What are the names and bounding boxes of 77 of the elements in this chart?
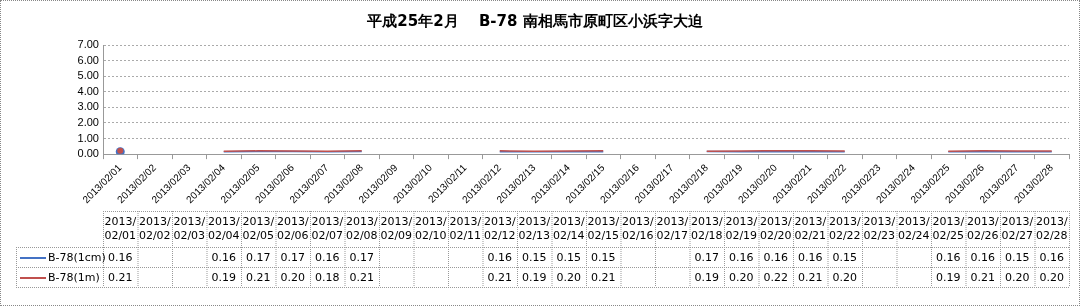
- category-label: 2013/02/12: [483, 214, 516, 242]
- y-tick-label: 3.00: [77, 100, 99, 113]
- category-label: 2013/02/06: [276, 214, 309, 242]
- category-label: 2013/02/28: [1035, 214, 1068, 242]
- data-label: 0.21: [246, 270, 271, 284]
- data-label: 0.21: [108, 270, 133, 284]
- data-label: 0.19: [522, 270, 547, 284]
- y-tick-label: 0.00: [77, 147, 99, 160]
- category-label: 2013/02/20: [759, 214, 792, 242]
- data-label: 0.20: [729, 270, 754, 284]
- data-label: 0.17: [246, 250, 271, 264]
- data-label: 0.16: [487, 250, 512, 264]
- data-label: 0.20: [1039, 270, 1064, 284]
- data-label: 0.16: [1039, 250, 1064, 264]
- category-label: 2013/02/09: [380, 214, 413, 242]
- category-label: 2013/02/08: [345, 214, 378, 242]
- data-label: 0.21: [970, 270, 995, 284]
- category-label: 2013/02/25: [932, 214, 965, 242]
- data-label: 0.17: [280, 250, 305, 264]
- data-label: 0.15: [591, 250, 616, 264]
- category-label: 2013/02/10: [414, 214, 447, 242]
- category-label: 2013/02/11: [449, 214, 482, 242]
- y-tick-label: 2.00: [77, 115, 99, 128]
- legend-label: B-78(1m): [48, 270, 100, 284]
- data-label: 0.21: [349, 270, 374, 284]
- data-label: 0.20: [556, 270, 581, 284]
- category-label: 2013/02/16: [621, 214, 654, 242]
- y-tick-label: 6.00: [77, 53, 99, 66]
- category-label: 2013/02/03: [173, 214, 206, 242]
- category-label: 2013/02/22: [828, 214, 861, 242]
- data-label: 0.16: [108, 250, 133, 264]
- data-label: 0.21: [487, 270, 512, 284]
- data-label: 0.18: [315, 270, 340, 284]
- category-label: 2013/02/27: [1001, 214, 1034, 242]
- data-label: 0.17: [349, 250, 374, 264]
- data-label: 0.16: [211, 250, 236, 264]
- data-label: 0.20: [1005, 270, 1030, 284]
- category-label: 2013/02/07: [311, 214, 344, 242]
- category-label: 2013/02/13: [518, 214, 551, 242]
- data-label: 0.15: [522, 250, 547, 264]
- category-label: 2013/02/04: [207, 214, 240, 242]
- chart-title: 平成25年2月 B-78 南相馬市原町区小浜字大迫: [366, 11, 704, 30]
- category-label: 2013/02/14: [552, 214, 585, 242]
- category-label: 2013/02/02: [138, 214, 171, 242]
- legend-label: B-78(1cm): [48, 250, 106, 264]
- category-label: 2013/02/21: [794, 214, 827, 242]
- data-label: 0.22: [763, 270, 788, 284]
- y-tick-label: 4.00: [77, 84, 99, 97]
- category-label: 2013/02/01: [104, 214, 137, 242]
- data-label: 0.16: [936, 250, 961, 264]
- data-label: 0.20: [280, 270, 305, 284]
- category-label: 2013/02/18: [690, 214, 723, 242]
- data-label: 0.15: [1005, 250, 1030, 264]
- data-label: 0.16: [798, 250, 823, 264]
- data-label: 0.16: [763, 250, 788, 264]
- data-label: 0.15: [832, 250, 857, 264]
- data-label: 0.15: [556, 250, 581, 264]
- category-label: 2013/02/26: [966, 214, 999, 242]
- data-label: 0.19: [211, 270, 236, 284]
- category-label: 2013/02/15: [587, 214, 620, 242]
- data-label: 0.21: [591, 270, 616, 284]
- data-label: 0.16: [729, 250, 754, 264]
- category-label: 2013/02/17: [656, 214, 689, 242]
- category-label: 2013/02/23: [863, 214, 896, 242]
- category-label: 2013/02/05: [242, 214, 275, 242]
- data-label: 0.21: [798, 270, 823, 284]
- y-tick-label: 7.00: [77, 38, 99, 51]
- data-label: 0.17: [694, 250, 719, 264]
- data-label: 0.19: [936, 270, 961, 284]
- data-label: 0.20: [832, 270, 857, 284]
- data-label: 0.16: [315, 250, 340, 264]
- data-label: 0.19: [694, 270, 719, 284]
- data-label: 0.16: [970, 250, 995, 264]
- y-tick-label: 5.00: [77, 69, 99, 82]
- category-label: 2013/02/19: [725, 214, 758, 242]
- y-tick-label: 1.00: [77, 131, 99, 144]
- category-label: 2013/02/24: [897, 214, 930, 242]
